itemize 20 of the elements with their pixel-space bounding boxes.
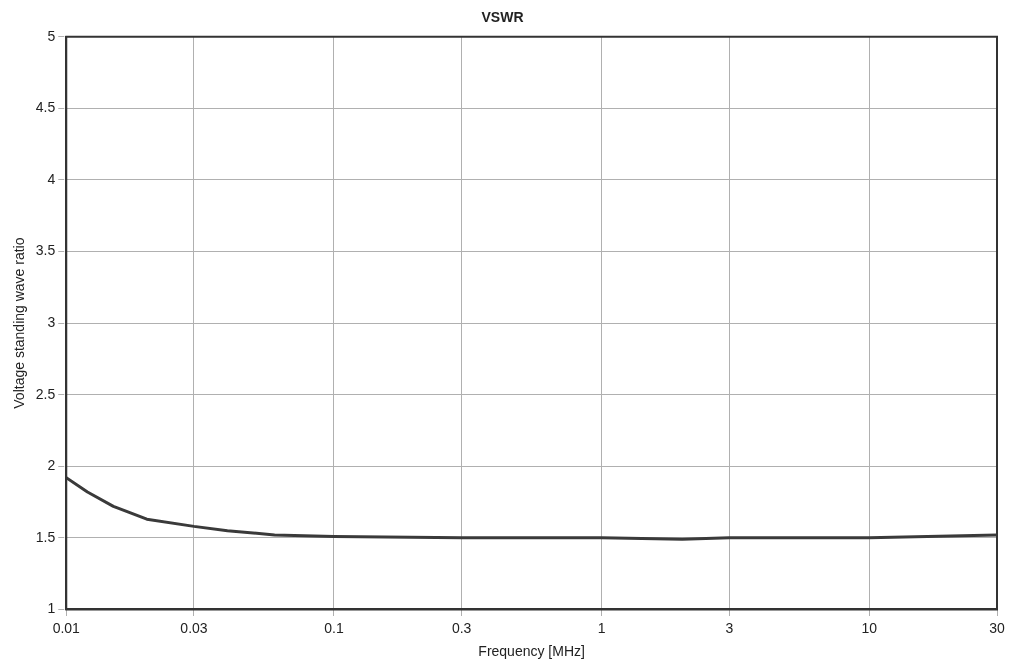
x-tick-label: 3 bbox=[725, 619, 734, 636]
x-tick-label: 1 bbox=[597, 619, 606, 636]
y-tick-label: 4 bbox=[47, 170, 56, 187]
y-tick-label: 1.5 bbox=[35, 528, 56, 545]
chart-title: VSWR bbox=[481, 9, 524, 26]
y-tick-label: 5 bbox=[47, 27, 56, 44]
x-tick-label: 0.01 bbox=[52, 619, 81, 636]
x-axis-title: Frequency [MHz] bbox=[478, 643, 585, 660]
y-tick-label: 3.5 bbox=[35, 242, 56, 259]
y-tick-label: 2 bbox=[47, 457, 56, 474]
x-tick-label: 10 bbox=[861, 619, 878, 636]
x-tick-label: 30 bbox=[989, 619, 1005, 636]
y-axis-title: Voltage standing wave ratio bbox=[11, 237, 28, 409]
y-tick-label: 1 bbox=[47, 600, 56, 617]
x-tick-label: 0.3 bbox=[451, 619, 472, 636]
y-tick-label: 4.5 bbox=[35, 99, 56, 116]
y-tick-label: 2.5 bbox=[35, 385, 56, 402]
x-tick-label: 0.1 bbox=[324, 619, 344, 636]
y-tick-label: 3 bbox=[47, 313, 56, 330]
x-tick-label: 0.03 bbox=[180, 619, 208, 636]
